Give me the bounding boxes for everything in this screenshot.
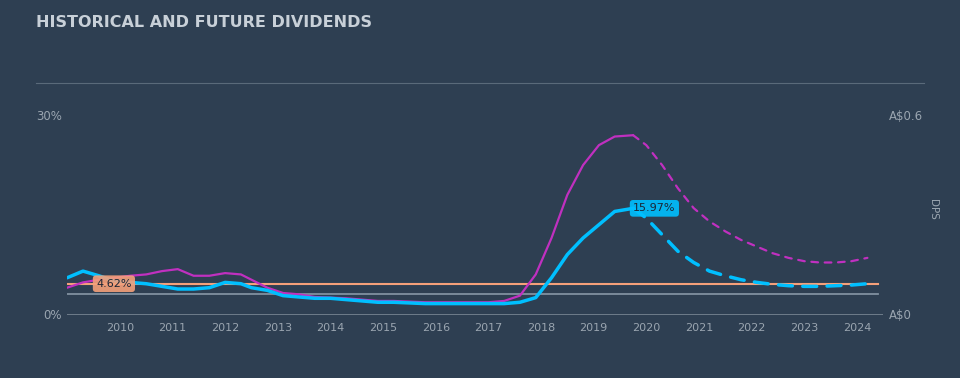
Text: HISTORICAL AND FUTURE DIVIDENDS: HISTORICAL AND FUTURE DIVIDENDS xyxy=(36,15,372,30)
Text: DPS: DPS xyxy=(928,199,938,220)
Text: 4.62%: 4.62% xyxy=(96,279,132,289)
Text: 15.97%: 15.97% xyxy=(634,203,676,213)
